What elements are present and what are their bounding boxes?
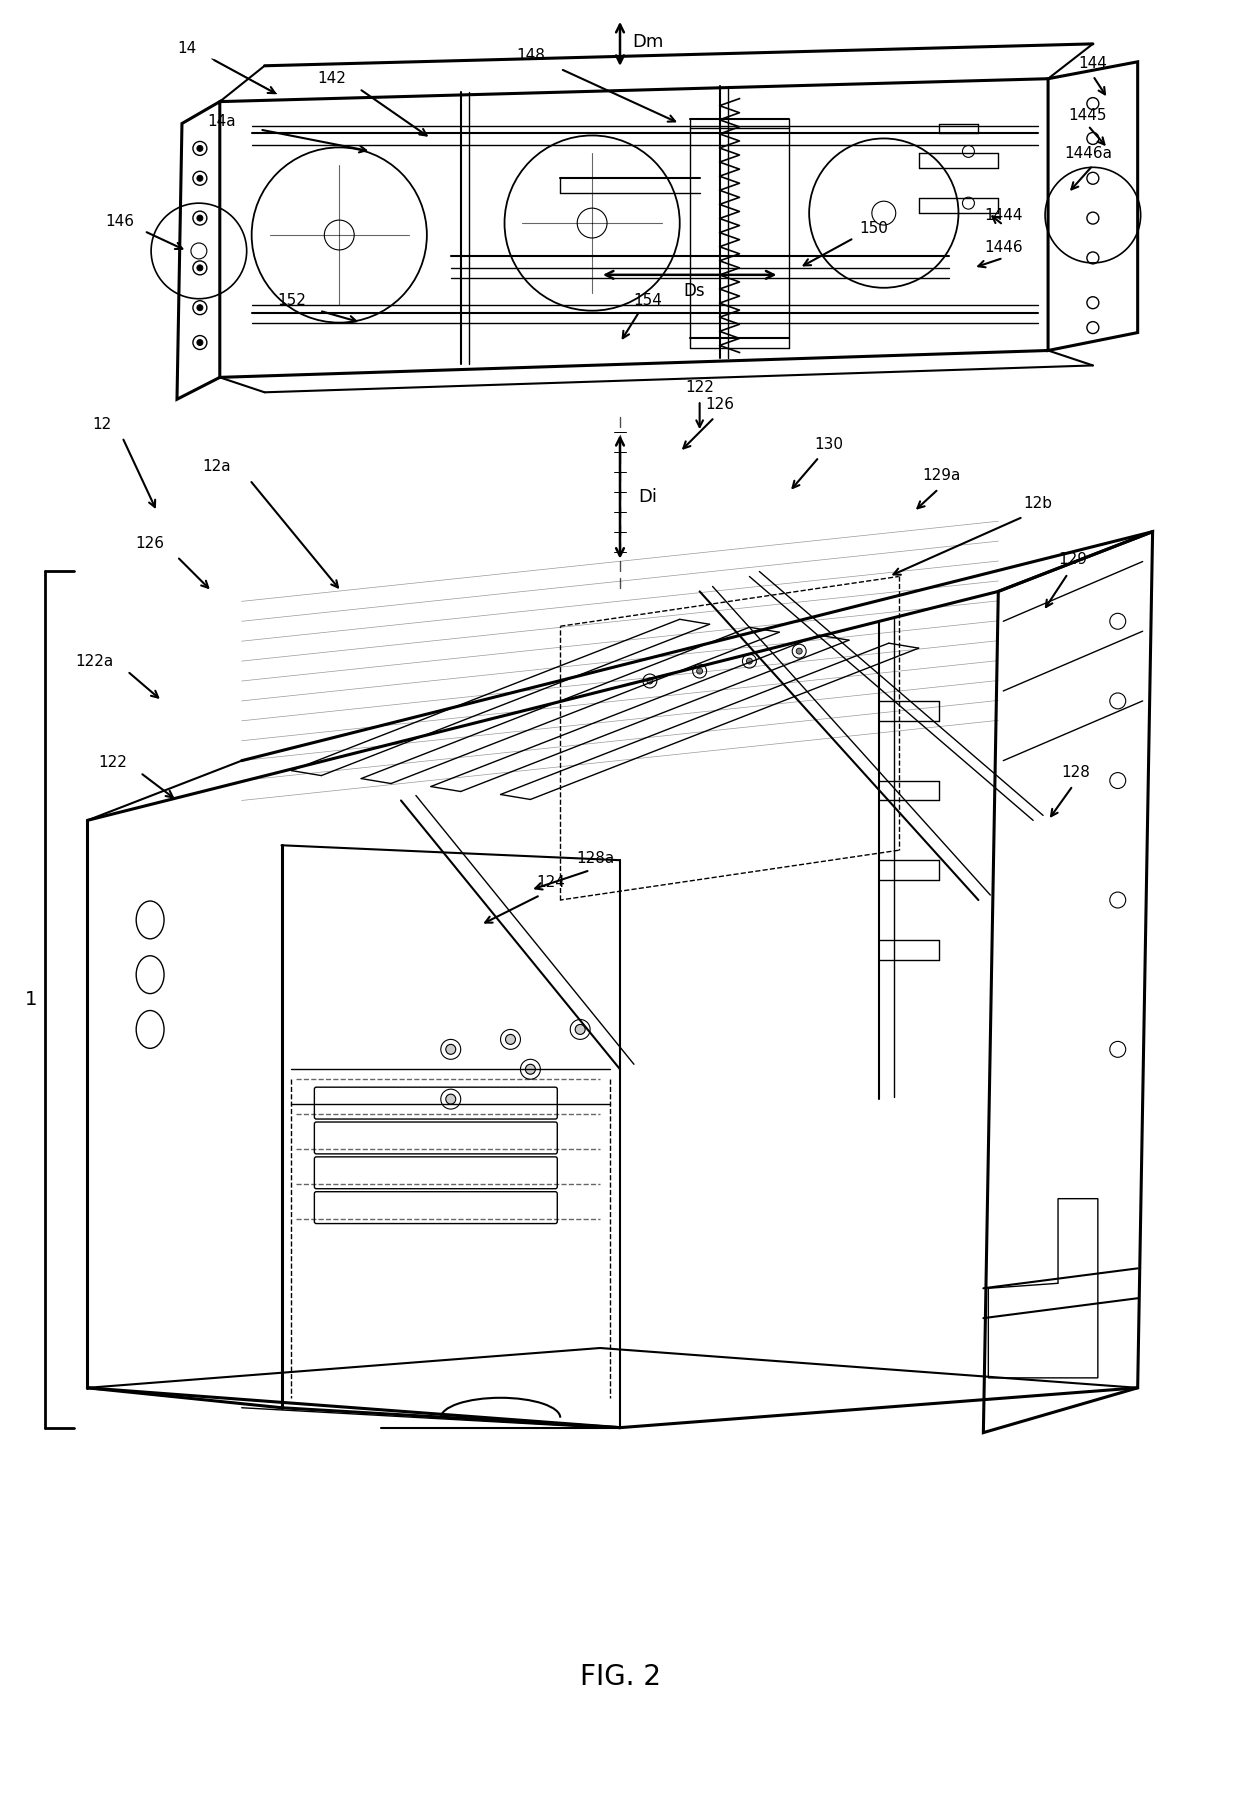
Text: 122: 122 xyxy=(686,380,714,394)
Text: Ds: Ds xyxy=(683,282,706,300)
Text: 12b: 12b xyxy=(1023,496,1053,512)
Text: 14a: 14a xyxy=(207,114,236,128)
Text: 1: 1 xyxy=(25,990,37,1009)
Text: 144: 144 xyxy=(1079,56,1107,71)
Text: 152: 152 xyxy=(277,293,306,308)
Text: 122: 122 xyxy=(98,754,126,771)
Circle shape xyxy=(526,1064,536,1075)
Text: 12: 12 xyxy=(93,416,112,432)
Text: 146: 146 xyxy=(105,213,135,228)
Circle shape xyxy=(746,658,753,664)
Circle shape xyxy=(446,1044,456,1055)
Circle shape xyxy=(697,668,703,675)
Text: Dm: Dm xyxy=(632,33,663,51)
Circle shape xyxy=(647,678,652,684)
Text: 1446: 1446 xyxy=(985,241,1023,255)
Text: 1446a: 1446a xyxy=(1064,147,1112,161)
Text: 148: 148 xyxy=(516,49,544,63)
Circle shape xyxy=(197,215,203,221)
Text: 154: 154 xyxy=(634,293,662,308)
Text: 142: 142 xyxy=(317,71,346,87)
Text: 126: 126 xyxy=(706,396,734,412)
Circle shape xyxy=(446,1094,456,1103)
Text: 126: 126 xyxy=(135,535,165,552)
Circle shape xyxy=(197,145,203,152)
Text: 128: 128 xyxy=(1061,765,1090,780)
Circle shape xyxy=(575,1024,585,1035)
Text: 122a: 122a xyxy=(76,653,114,669)
Circle shape xyxy=(796,648,802,655)
Text: FIG. 2: FIG. 2 xyxy=(579,1662,661,1691)
Text: 129a: 129a xyxy=(923,469,961,483)
Circle shape xyxy=(506,1035,516,1044)
Text: 128a: 128a xyxy=(577,850,614,867)
Text: 130: 130 xyxy=(815,436,843,452)
Text: 1444: 1444 xyxy=(985,208,1023,223)
Text: 1445: 1445 xyxy=(1069,109,1107,123)
Circle shape xyxy=(197,264,203,271)
Circle shape xyxy=(197,175,203,181)
Text: 124: 124 xyxy=(536,874,564,890)
Text: 150: 150 xyxy=(859,221,888,235)
Text: 129: 129 xyxy=(1059,552,1087,566)
Circle shape xyxy=(197,340,203,346)
Text: 14: 14 xyxy=(177,42,197,56)
Text: Di: Di xyxy=(639,488,657,507)
Text: 12a: 12a xyxy=(202,459,231,474)
Circle shape xyxy=(197,304,203,311)
